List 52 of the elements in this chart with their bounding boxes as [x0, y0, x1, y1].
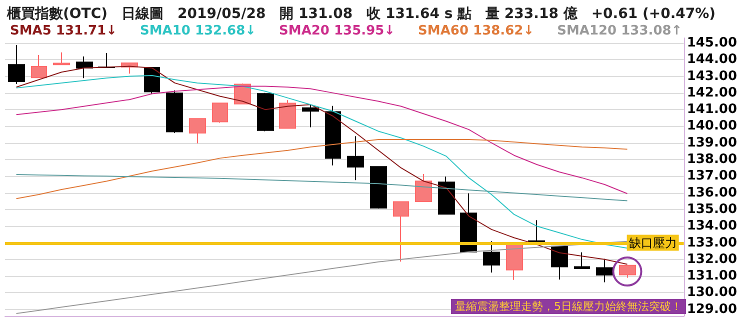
candlestick: [144, 66, 160, 94]
candlestick: [415, 174, 432, 202]
y-tick-label: 134.00: [686, 218, 738, 234]
y-tick-label: 139.00: [686, 135, 738, 150]
candlestick: [53, 52, 70, 66]
text: SMA5 131.71↓: [10, 24, 117, 38]
candlestick: [483, 240, 500, 274]
y-tick-label: 142.00: [686, 85, 738, 100]
candlestick: [551, 246, 568, 280]
candlestick: [189, 118, 206, 144]
candlestick: [438, 176, 455, 215]
y-tick-label: 140.00: [686, 118, 738, 134]
text: SMA60 138.62↓: [418, 24, 534, 38]
candlestick: [76, 56, 93, 79]
candlestick: [302, 104, 319, 128]
text: SMA120 133.08↑: [557, 24, 682, 38]
candlestick: [257, 92, 274, 132]
candlestick: [279, 100, 296, 129]
candlestick: [8, 44, 25, 84]
y-tick-label: 131.00: [686, 268, 738, 284]
y-tick-label: 133.00: [686, 235, 738, 250]
y-tick-label: 135.00: [686, 202, 738, 217]
candlestick: [574, 252, 590, 270]
candlestick: [370, 166, 387, 210]
y-tick-label: 143.00: [686, 68, 738, 84]
ref-line-label: 缺口壓力: [628, 236, 677, 250]
y-tick-label: 132.00: [686, 252, 738, 267]
y-tick-label: 137.00: [686, 168, 738, 184]
candlestick: [325, 105, 341, 166]
line-series: [16, 86, 628, 194]
line-series: [16, 240, 628, 314]
candlestick: [166, 90, 183, 134]
y-tick-label: 130.00: [686, 285, 738, 300]
y-tick-label: 141.00: [686, 102, 738, 118]
candlestick: [393, 201, 409, 262]
y-tick-label: 129.00: [686, 302, 738, 317]
candlestick: [31, 54, 47, 78]
annotation: 量縮震盪整理走勢，5日線壓力始終無法突破！: [455, 300, 682, 313]
candlestick: [619, 264, 636, 278]
text: SMA10 132.68↓: [140, 24, 256, 38]
y-tick-label: 136.00: [686, 185, 738, 200]
candlestick: [212, 102, 228, 124]
chart-title: 櫃買指數(OTC) 日線圖 2019/05/28 開 131.08 收 131.64 s 點 量 233.18 億 +0.61 (+0.47%): [6, 5, 716, 22]
text: SMA20 135.95↓: [279, 24, 396, 38]
line-series: [16, 174, 628, 202]
candlestick: [596, 258, 613, 283]
candlestick: [347, 136, 364, 181]
line-series: [16, 139, 628, 200]
candlestick: [506, 242, 523, 280]
y-tick-label: 138.00: [686, 152, 738, 168]
y-tick-label: 145.00: [686, 35, 738, 50]
y-tick-label: 144.00: [686, 52, 738, 68]
